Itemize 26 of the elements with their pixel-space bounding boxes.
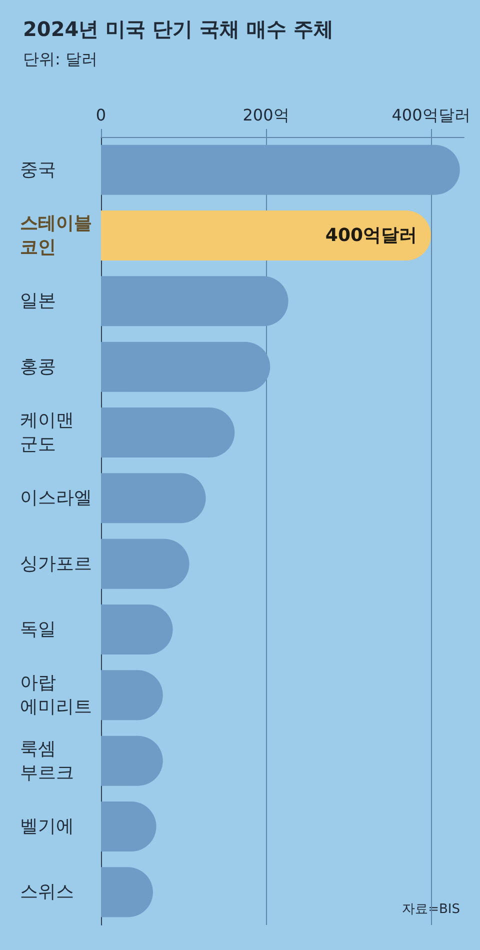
y-tick-label: 케이맨 군도	[20, 410, 74, 455]
y-tick-label: 이스라엘	[20, 488, 92, 509]
bar	[101, 473, 206, 524]
y-tick-label: 홍콩	[20, 356, 56, 378]
x-tick-label: 200억	[242, 106, 290, 124]
y-tick-label: 독일	[20, 619, 56, 640]
y-tick-label: 스테이블 코인	[20, 213, 92, 258]
y-tick-label: 중국	[20, 159, 56, 180]
y-tick-label: 일본	[20, 290, 56, 312]
bar	[101, 210, 431, 260]
y-tick-label: 스위스	[20, 882, 74, 903]
chart-subtitle: 단위: 달러	[23, 50, 98, 68]
bar	[101, 408, 235, 458]
y-tick-label: 룩셈 부르크	[20, 738, 74, 784]
bar	[101, 342, 270, 392]
bar	[101, 144, 460, 195]
x-tick-label: 400억달러	[392, 106, 470, 124]
x-tick-label: 0	[96, 106, 106, 124]
annotation: 자료=BIS	[402, 902, 460, 917]
y-tick-label: 싱가포르	[20, 553, 92, 574]
y-tick-label: 벨기에	[20, 816, 74, 837]
chart-title: 2024년 미국 단기 국채 매수 주체	[23, 17, 334, 41]
data-label: 400억달러	[325, 225, 417, 246]
bar	[101, 276, 288, 326]
y-tick-label: 아랍 에미리트	[20, 672, 92, 718]
bar	[101, 538, 190, 589]
